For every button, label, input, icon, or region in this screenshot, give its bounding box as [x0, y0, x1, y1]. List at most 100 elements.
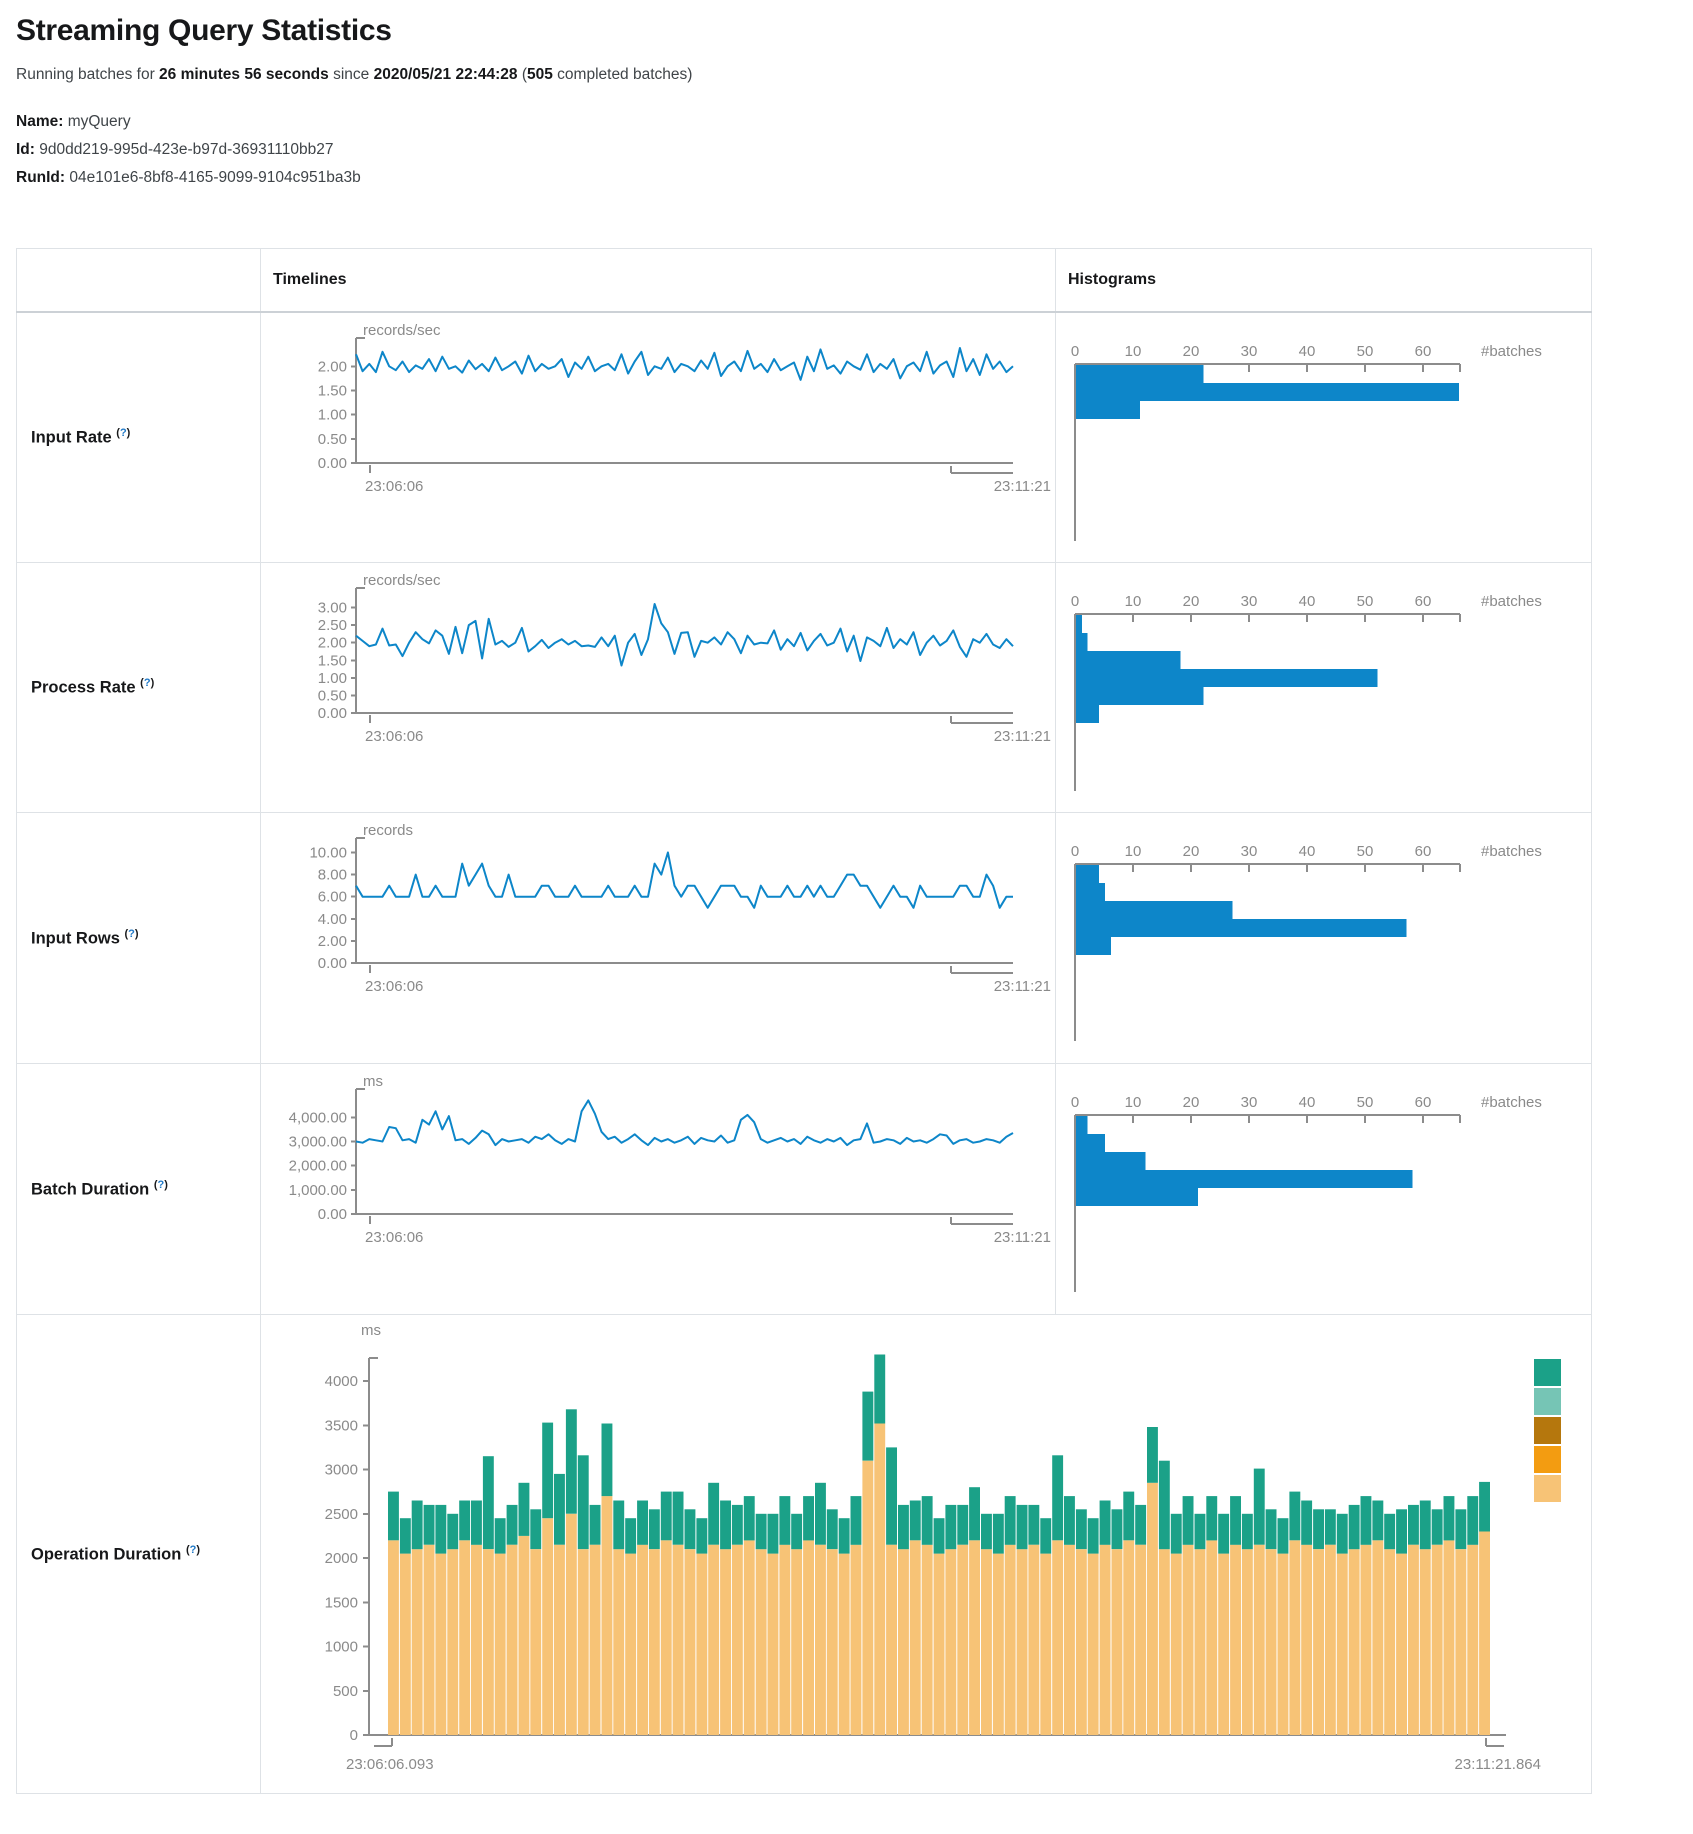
help-icon[interactable]: (?): [124, 927, 139, 940]
svg-text:2,000.00: 2,000.00: [289, 1158, 347, 1175]
svg-text:40: 40: [1299, 1094, 1316, 1111]
svg-text:20: 20: [1183, 593, 1200, 610]
svg-text:4,000.00: 4,000.00: [289, 1109, 347, 1126]
summary-batch-count: 505: [526, 66, 553, 83]
legend-swatch: [1534, 1359, 1561, 1386]
summary-duration: 26 minutes 56 seconds: [159, 66, 329, 83]
svg-text:#batches: #batches: [1481, 1094, 1542, 1111]
svg-text:0: 0: [1071, 593, 1079, 610]
svg-text:0: 0: [1071, 1094, 1079, 1111]
svg-text:0.00: 0.00: [318, 455, 347, 472]
input-rate-histogram-chart[interactable]: 0 10 20 30 40 50 60 #batches: [1055, 311, 1592, 563]
svg-text:40: 40: [1299, 593, 1316, 610]
svg-text:2000: 2000: [325, 1550, 358, 1567]
page-title: Streaming Query Statistics: [16, 14, 392, 47]
svg-text:23:06:06: 23:06:06: [365, 978, 423, 995]
query-id-line: Id: 9d0dd219-995d-423e-b97d-36931110bb27: [16, 136, 1677, 164]
svg-text:#batches: #batches: [1481, 593, 1542, 610]
svg-text:2.00: 2.00: [318, 635, 347, 652]
summary-suffix: completed batches): [552, 66, 693, 83]
query-info: Name: myQuery Id: 9d0dd219-995d-423e-b97…: [16, 108, 1677, 192]
summary-prefix: Running batches for: [16, 66, 160, 83]
table-row-operation-duration: Operation Duration (?) ms 0 500 1000 1500 200…: [16, 1314, 1592, 1794]
svg-text:1500: 1500: [325, 1594, 358, 1611]
svg-text:500: 500: [333, 1683, 358, 1700]
svg-text:3.00: 3.00: [318, 600, 347, 617]
svg-text:30: 30: [1241, 593, 1258, 610]
process-rate-timeline-chart[interactable]: records/sec 0.00 0.50 1.00 1.50 2.00 2.50 3.00 2…: [260, 562, 1056, 813]
table-row-input-rows: Input Rows (?) records 0.00 2.00 4.00 6.00 8.…: [16, 812, 1592, 1064]
svg-text:#batches: #batches: [1481, 343, 1542, 360]
table-row-process-rate: Process Rate (?) records/sec 0.00 0.50 1.00…: [16, 562, 1592, 813]
row-label-cell: Operation Duration (?): [16, 1314, 261, 1794]
row-label-cell: Input Rate (?): [16, 311, 261, 563]
query-id-label: Id:: [16, 141, 35, 158]
legend-swatch: [1534, 1388, 1561, 1415]
svg-text:23:11:21: 23:11:21: [994, 728, 1051, 745]
query-name-value: myQuery: [67, 113, 131, 130]
svg-text:0: 0: [350, 1727, 358, 1744]
query-id-value: 9d0dd219-995d-423e-b97d-36931110bb27: [39, 141, 334, 158]
svg-text:2.00: 2.00: [318, 358, 347, 375]
input-rows-timeline-chart[interactable]: records 0.00 2.00 4.00 6.00 8.00 10.00 23:06:06…: [260, 812, 1056, 1064]
help-icon[interactable]: (?): [153, 1178, 168, 1191]
svg-text:20: 20: [1183, 843, 1200, 860]
query-runid-value: 04e101e6-8bf8-4165-9099-9104c951ba3b: [69, 169, 361, 186]
svg-text:20: 20: [1183, 1094, 1200, 1111]
svg-text:1000: 1000: [325, 1639, 358, 1656]
process-rate-histogram-chart[interactable]: 0 10 20 30 40 50 60 #batches: [1055, 562, 1592, 813]
statistics-table: Timelines Histograms Input Rate (?) reco…: [16, 248, 1592, 1794]
query-runid-label: RunId:: [16, 169, 66, 186]
svg-text:60: 60: [1415, 593, 1432, 610]
table-row-batch-duration: Batch Duration (?) ms 0.00 1,000.00 2,000.0…: [16, 1063, 1592, 1315]
legend-swatch: [1534, 1446, 1561, 1473]
svg-text:2.00: 2.00: [318, 933, 347, 950]
batch-duration-timeline-chart[interactable]: ms 0.00 1,000.00 2,000.00 3,000.00 4,000.00 23…: [260, 1063, 1056, 1315]
help-icon[interactable]: (?): [140, 677, 155, 690]
svg-text:50: 50: [1357, 343, 1374, 360]
svg-text:1.50: 1.50: [318, 383, 347, 400]
svg-text:1,000.00: 1,000.00: [289, 1182, 347, 1199]
row-label-cell: Process Rate (?): [16, 562, 261, 813]
row-label: Input Rows: [31, 929, 120, 948]
empty-header-cell: [16, 248, 261, 313]
summary-paren: (: [517, 66, 527, 83]
svg-text:40: 40: [1299, 343, 1316, 360]
svg-text:10: 10: [1125, 843, 1142, 860]
svg-text:10: 10: [1125, 1094, 1142, 1111]
svg-text:6.00: 6.00: [318, 889, 347, 906]
svg-text:60: 60: [1415, 843, 1432, 860]
query-name-line: Name: myQuery: [16, 108, 1677, 136]
svg-text:10: 10: [1125, 593, 1142, 610]
input-rows-histogram-chart[interactable]: 0 10 20 30 40 50 60 #batches: [1055, 812, 1592, 1064]
query-name-label: Name:: [16, 113, 64, 130]
svg-text:3000: 3000: [325, 1462, 358, 1479]
legend-swatch: [1534, 1475, 1561, 1502]
table-header-row: Timelines Histograms: [16, 248, 1592, 313]
input-rate-timeline-chart[interactable]: records/sec 0.00 0.50 1.00 1.50 2.00 23:06:06 2…: [260, 311, 1056, 563]
svg-text:0.00: 0.00: [318, 1206, 347, 1223]
row-label: Batch Duration: [31, 1180, 150, 1199]
svg-text:0.00: 0.00: [318, 705, 347, 722]
row-label: Operation Duration: [31, 1545, 182, 1564]
svg-text:0.50: 0.50: [318, 687, 347, 704]
svg-text:23:06:06: 23:06:06: [365, 728, 423, 745]
svg-text:2500: 2500: [325, 1506, 358, 1523]
svg-text:23:06:06.093: 23:06:06.093: [346, 1756, 434, 1773]
help-icon[interactable]: (?): [185, 1543, 201, 1556]
svg-text:20: 20: [1183, 343, 1200, 360]
operation-duration-chart[interactable]: ms 0 500 1000 1500 2000 2500 3000 3500 4000 23:06:…: [260, 1314, 1592, 1794]
svg-text:40: 40: [1299, 843, 1316, 860]
help-icon[interactable]: (?): [116, 427, 131, 440]
svg-text:10.00: 10.00: [309, 845, 347, 862]
batch-duration-histogram-chart[interactable]: 0 10 20 30 40 50 60 #batches: [1055, 1063, 1592, 1315]
svg-text:3,000.00: 3,000.00: [289, 1134, 347, 1151]
operation-duration-legend: [1534, 1359, 1561, 1504]
svg-text:3500: 3500: [325, 1417, 358, 1434]
svg-text:50: 50: [1357, 1094, 1374, 1111]
row-label-cell: Batch Duration (?): [16, 1063, 261, 1315]
svg-text:0: 0: [1071, 343, 1079, 360]
row-label: Process Rate: [31, 678, 136, 697]
summary-start-time: 2020/05/21 22:44:28: [373, 66, 518, 83]
page: Streaming Query Statistics Running batch…: [0, 14, 1693, 1794]
